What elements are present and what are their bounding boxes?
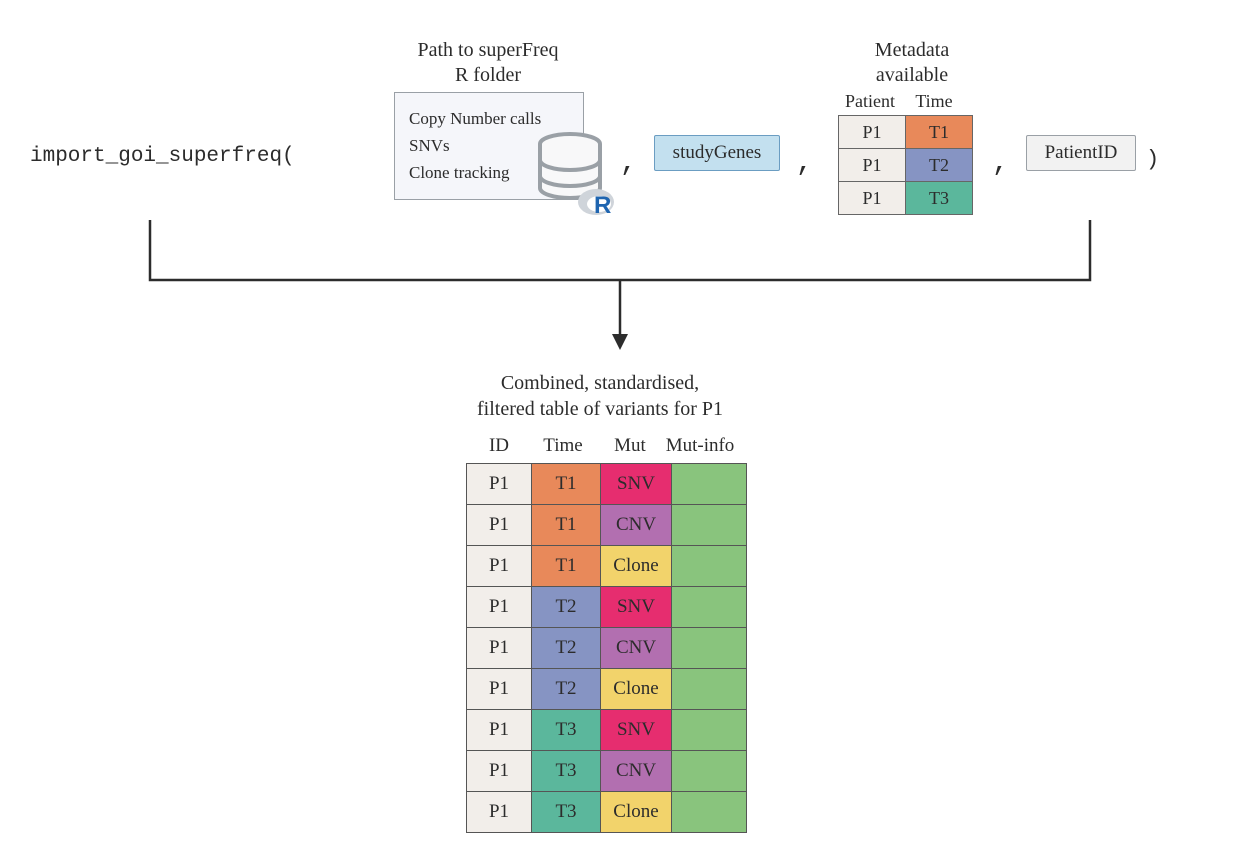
- output-cell-mut: SNV: [601, 710, 672, 751]
- output-cell-time: T2: [532, 587, 601, 628]
- output-cell-mut: Clone: [601, 792, 672, 833]
- output-row: P1T3SNV: [467, 710, 747, 751]
- output-cell-mut: CNV: [601, 751, 672, 792]
- output-row: P1T2CNV: [467, 628, 747, 669]
- metadata-table: P1T1P1T2P1T3: [838, 115, 973, 215]
- output-title-line2: filtered table of variants for P1: [477, 398, 723, 420]
- output-cell-id: P1: [467, 710, 532, 751]
- output-row: P1T1SNV: [467, 464, 747, 505]
- output-row: P1T2SNV: [467, 587, 747, 628]
- output-table: P1T1SNVP1T1CNVP1T1CloneP1T2SNVP1T2CNVP1T…: [466, 463, 747, 833]
- output-row: P1T1CNV: [467, 505, 747, 546]
- metadata-headers: PatientTime: [838, 91, 966, 112]
- output-cell-time: T3: [532, 792, 601, 833]
- metadata-title: Metadata available: [832, 38, 992, 88]
- output-cell-time: T2: [532, 669, 601, 710]
- metadata-cell-time: T2: [906, 149, 973, 182]
- output-cell-time: T3: [532, 751, 601, 792]
- folder-title-line2: R folder: [455, 64, 521, 86]
- meta-header-time: Time: [902, 91, 966, 112]
- metadata-title-line1: Metadata: [875, 39, 949, 61]
- folder-title: Path to superFreq R folder: [388, 38, 588, 88]
- output-cell-mut: SNV: [601, 587, 672, 628]
- output-cell-mutinfo: [672, 464, 747, 505]
- flow-arrow: [130, 210, 1130, 360]
- meta-header-patient: Patient: [838, 91, 902, 112]
- output-cell-time: T1: [532, 505, 601, 546]
- output-cell-mutinfo: [672, 587, 747, 628]
- output-cell-mutinfo: [672, 505, 747, 546]
- output-cell-mutinfo: [672, 628, 747, 669]
- output-cell-mut: Clone: [601, 546, 672, 587]
- close-paren: ): [1146, 147, 1159, 172]
- output-cell-id: P1: [467, 546, 532, 587]
- out-header-mut: Mut: [596, 435, 664, 457]
- out-header-info: Mut-info: [664, 435, 736, 457]
- output-cell-mut: SNV: [601, 464, 672, 505]
- output-row: P1T3CNV: [467, 751, 747, 792]
- comma-3: ,: [992, 148, 1009, 179]
- output-cell-mut: CNV: [601, 505, 672, 546]
- output-row: P1T1Clone: [467, 546, 747, 587]
- output-cell-time: T2: [532, 628, 601, 669]
- output-cell-time: T3: [532, 710, 601, 751]
- metadata-row: P1T2: [839, 149, 973, 182]
- output-cell-mutinfo: [672, 751, 747, 792]
- output-cell-id: P1: [467, 628, 532, 669]
- metadata-cell-patient: P1: [839, 116, 906, 149]
- output-cell-id: P1: [467, 464, 532, 505]
- folder-item-0: Copy Number calls: [409, 105, 569, 132]
- output-cell-id: P1: [467, 587, 532, 628]
- comma-1: ,: [620, 148, 637, 179]
- out-header-time: Time: [530, 435, 596, 457]
- output-title: Combined, standardised, filtered table o…: [420, 370, 780, 422]
- metadata-title-line2: available: [876, 64, 948, 86]
- output-row: P1T2Clone: [467, 669, 747, 710]
- metadata-cell-patient: P1: [839, 149, 906, 182]
- output-headers: IDTimeMutMut-info: [468, 435, 736, 457]
- output-cell-id: P1: [467, 792, 532, 833]
- output-cell-id: P1: [467, 669, 532, 710]
- folder-title-line1: Path to superFreq: [417, 39, 558, 61]
- comma-2: ,: [796, 148, 813, 179]
- output-cell-time: T1: [532, 546, 601, 587]
- output-cell-mutinfo: [672, 792, 747, 833]
- output-cell-mut: Clone: [601, 669, 672, 710]
- output-cell-id: P1: [467, 751, 532, 792]
- output-cell-mutinfo: [672, 546, 747, 587]
- output-cell-time: T1: [532, 464, 601, 505]
- out-header-id: ID: [468, 435, 530, 457]
- function-name: import_goi_superfreq(: [30, 145, 295, 168]
- output-title-line1: Combined, standardised,: [501, 372, 699, 394]
- output-cell-mut: CNV: [601, 628, 672, 669]
- output-cell-mutinfo: [672, 669, 747, 710]
- studygenes-box: studyGenes: [654, 135, 780, 171]
- metadata-row: P1T1: [839, 116, 973, 149]
- output-row: P1T3Clone: [467, 792, 747, 833]
- output-cell-mutinfo: [672, 710, 747, 751]
- metadata-cell-time: T1: [906, 116, 973, 149]
- output-cell-id: P1: [467, 505, 532, 546]
- patientid-box: PatientID: [1026, 135, 1136, 171]
